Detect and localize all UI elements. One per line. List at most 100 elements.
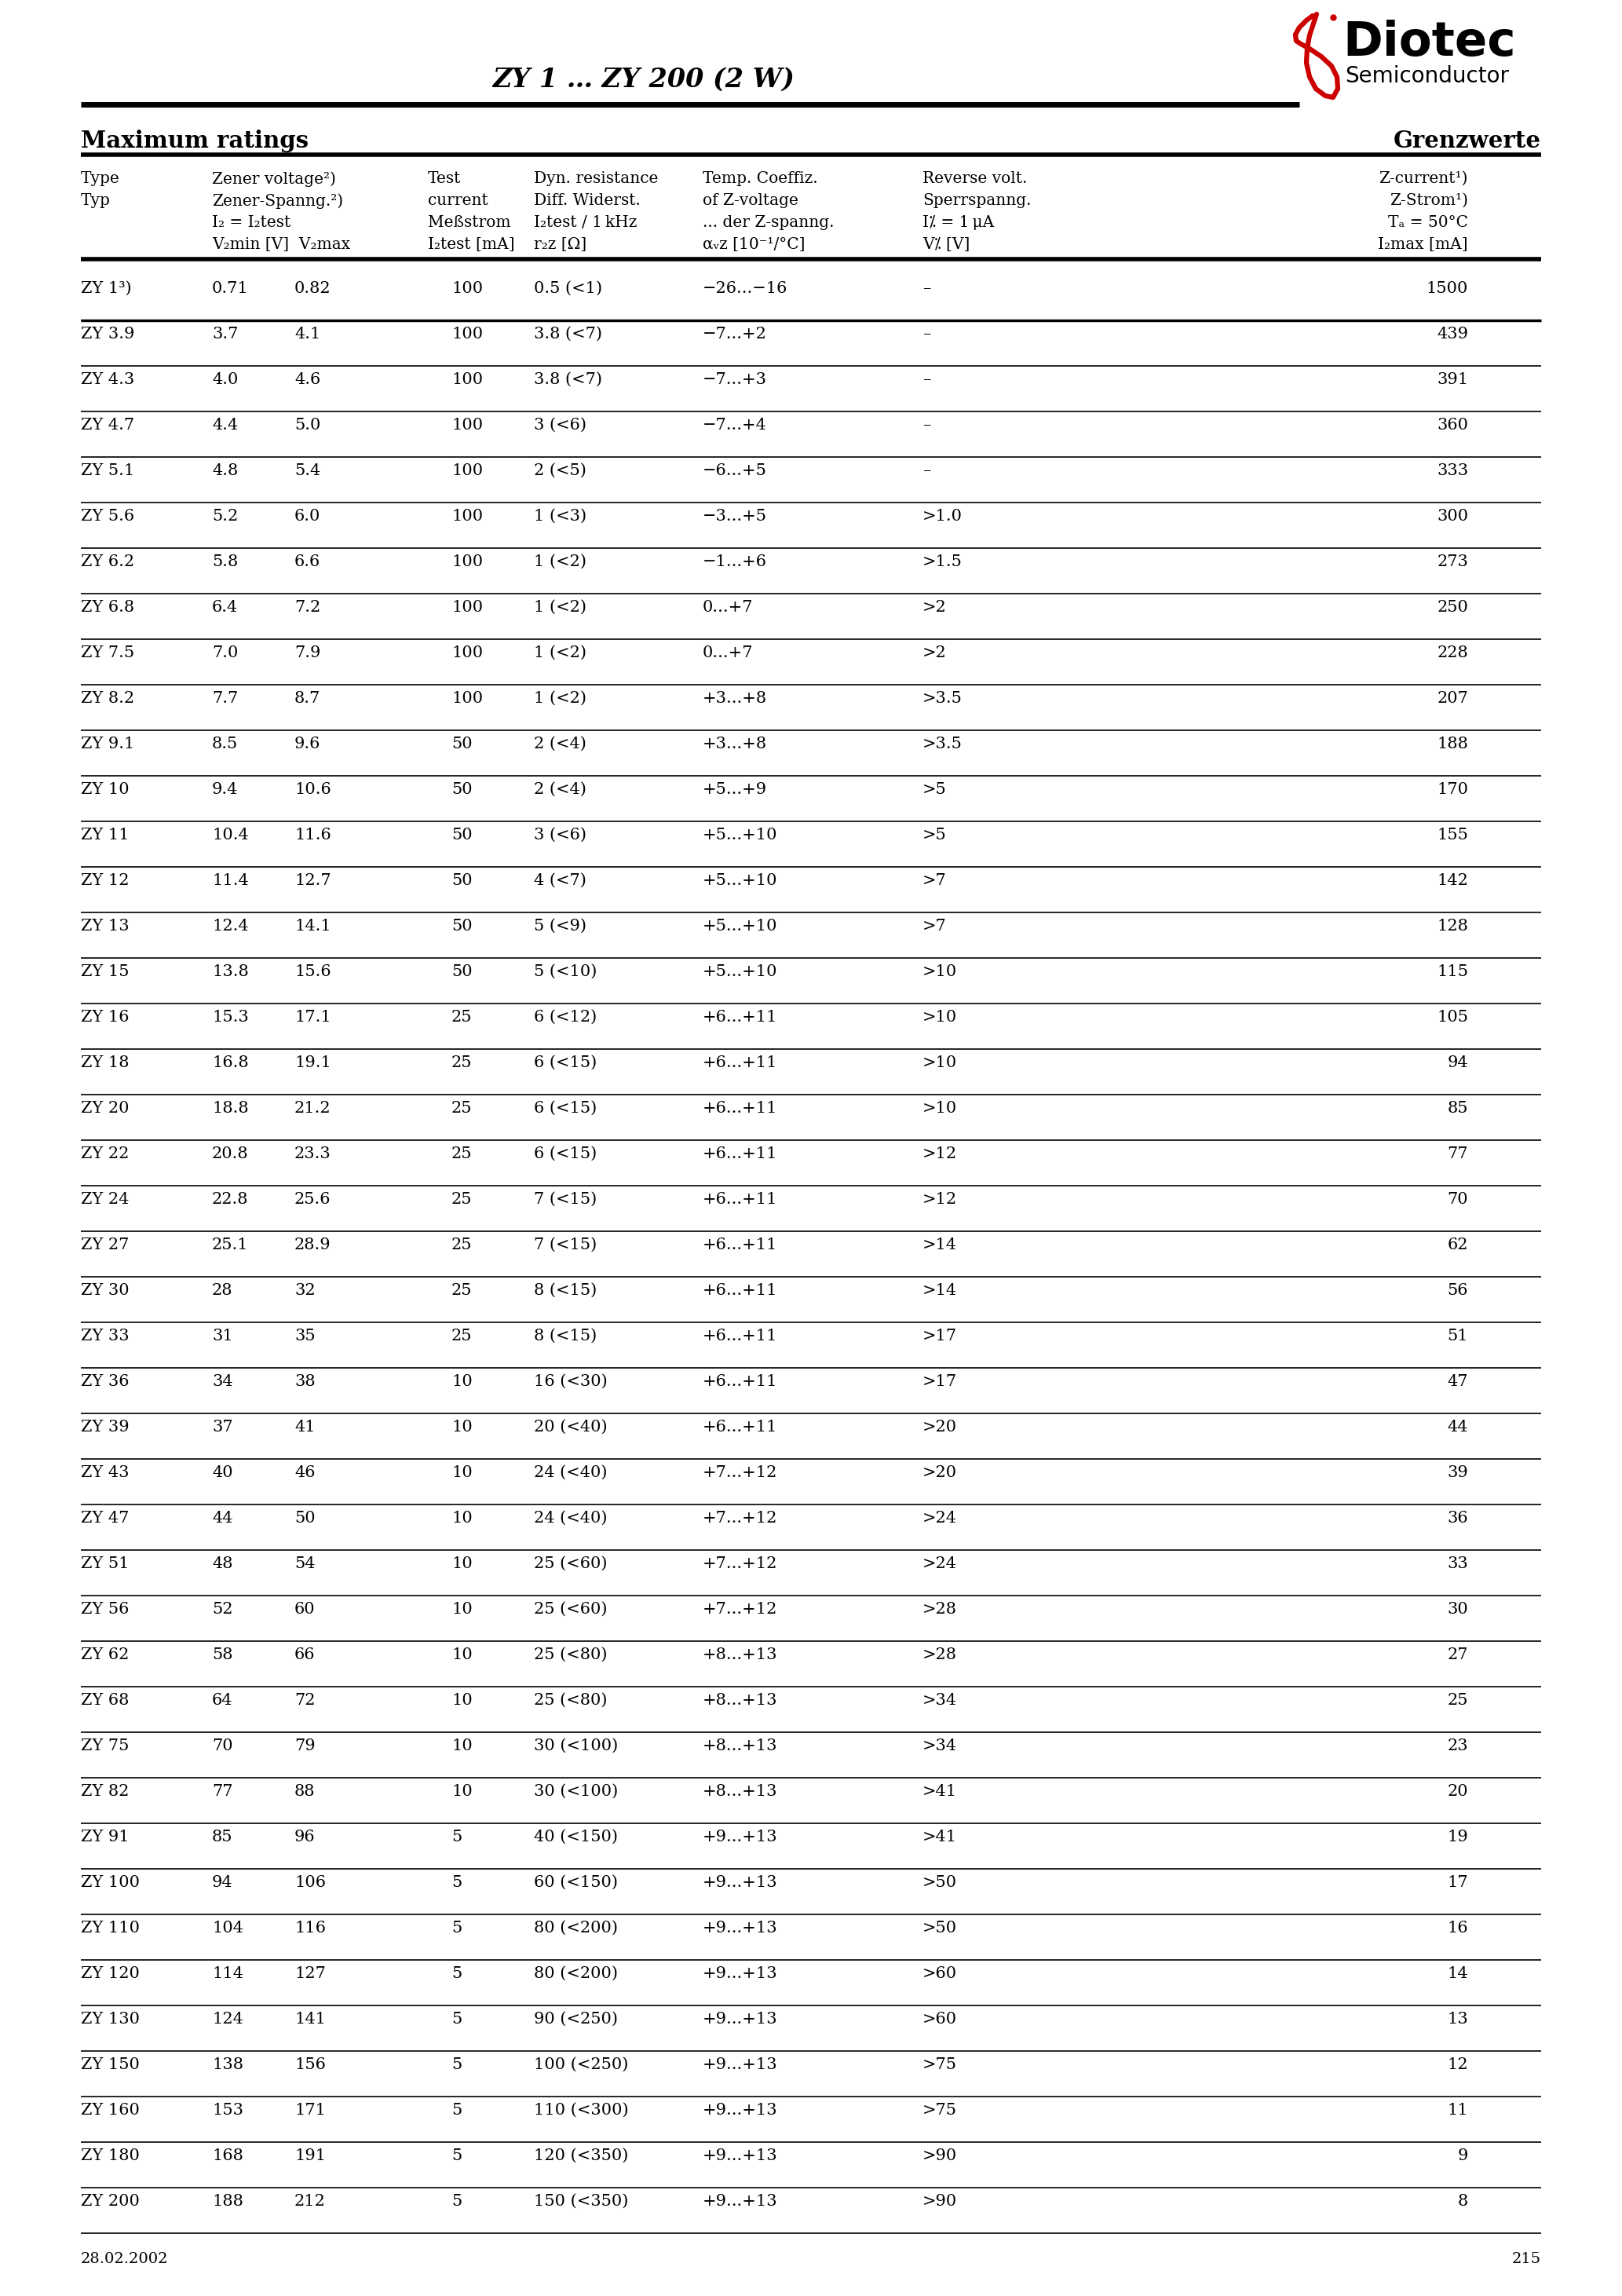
Text: 168: 168 — [212, 2149, 243, 2163]
Text: 25.6: 25.6 — [295, 1192, 331, 1208]
Text: 85: 85 — [1447, 1100, 1468, 1116]
Text: 360: 360 — [1437, 418, 1468, 432]
Text: I₂max [mA]: I₂max [mA] — [1379, 236, 1468, 253]
Text: −6...+5: −6...+5 — [702, 464, 767, 478]
Text: 24 (<40): 24 (<40) — [534, 1511, 607, 1527]
Text: 7.9: 7.9 — [295, 645, 321, 661]
Text: Type: Type — [81, 172, 120, 186]
Text: 12.7: 12.7 — [295, 872, 331, 889]
Text: 60: 60 — [295, 1603, 315, 1616]
Text: Zener-Spanng.²): Zener-Spanng.²) — [212, 193, 344, 209]
Text: 85: 85 — [212, 1830, 234, 1844]
Text: 5: 5 — [451, 2011, 462, 2027]
Text: Tₐ = 50°C: Tₐ = 50°C — [1388, 216, 1468, 230]
Text: 100: 100 — [451, 553, 483, 569]
Text: >14: >14 — [923, 1283, 957, 1297]
Text: 4.0: 4.0 — [212, 372, 238, 388]
Text: 100: 100 — [451, 372, 483, 388]
Text: 6.0: 6.0 — [295, 510, 321, 523]
Text: >41: >41 — [923, 1784, 957, 1800]
Text: 11.4: 11.4 — [212, 872, 248, 889]
Text: 4.1: 4.1 — [295, 326, 321, 342]
Text: ZY 56: ZY 56 — [81, 1603, 130, 1616]
Text: −7...+4: −7...+4 — [702, 418, 767, 432]
Text: 27: 27 — [1447, 1649, 1468, 1662]
Text: 5 (<10): 5 (<10) — [534, 964, 597, 978]
Text: 5.2: 5.2 — [212, 510, 238, 523]
Text: +6...+11: +6...+11 — [702, 1283, 777, 1297]
Text: +8...+13: +8...+13 — [702, 1692, 777, 1708]
Text: 17.1: 17.1 — [295, 1010, 331, 1024]
Text: 70: 70 — [212, 1738, 234, 1754]
Text: 12: 12 — [1447, 2057, 1468, 2073]
Text: ZY 12: ZY 12 — [81, 872, 130, 889]
Text: +3...+8: +3...+8 — [702, 737, 767, 751]
Text: 50: 50 — [451, 827, 472, 843]
Text: 5: 5 — [451, 1876, 462, 1890]
Text: ZY 18: ZY 18 — [81, 1056, 130, 1070]
Text: Temp. Coeffiz.: Temp. Coeffiz. — [702, 172, 817, 186]
Text: +6...+11: +6...+11 — [702, 1419, 777, 1435]
Text: >28: >28 — [923, 1603, 957, 1616]
Text: >7: >7 — [923, 918, 947, 934]
Text: 5: 5 — [451, 1965, 462, 1981]
Text: 127: 127 — [295, 1965, 326, 1981]
Text: 17: 17 — [1447, 1876, 1468, 1890]
Text: >28: >28 — [923, 1649, 957, 1662]
Text: 94: 94 — [1447, 1056, 1468, 1070]
Text: +6...+11: +6...+11 — [702, 1056, 777, 1070]
Text: 8.7: 8.7 — [295, 691, 321, 705]
Text: 28: 28 — [212, 1283, 234, 1297]
Text: ZY 160: ZY 160 — [81, 2103, 139, 2117]
Text: 54: 54 — [295, 1557, 315, 1570]
Text: 6 (<15): 6 (<15) — [534, 1146, 597, 1162]
Text: 5: 5 — [451, 2103, 462, 2117]
Text: 1 (<2): 1 (<2) — [534, 645, 587, 661]
Text: 150 (<350): 150 (<350) — [534, 2195, 628, 2209]
Text: 100: 100 — [451, 464, 483, 478]
Text: >75: >75 — [923, 2057, 957, 2073]
Text: +5...+9: +5...+9 — [702, 783, 767, 797]
Text: >12: >12 — [923, 1146, 957, 1162]
Text: 1500: 1500 — [1426, 280, 1468, 296]
Text: r₂z [Ω]: r₂z [Ω] — [534, 236, 587, 253]
Text: 40 (<150): 40 (<150) — [534, 1830, 618, 1844]
Text: ZY 24: ZY 24 — [81, 1192, 130, 1208]
Text: 77: 77 — [1447, 1146, 1468, 1162]
Text: +5...+10: +5...+10 — [702, 827, 777, 843]
Text: 20 (<40): 20 (<40) — [534, 1419, 607, 1435]
Text: ZY 36: ZY 36 — [81, 1373, 130, 1389]
Text: 5: 5 — [451, 2057, 462, 2073]
Text: >5: >5 — [923, 783, 947, 797]
Text: 0.82: 0.82 — [295, 280, 331, 296]
Text: 100: 100 — [451, 599, 483, 615]
Text: >24: >24 — [923, 1557, 957, 1570]
Text: +6...+11: +6...+11 — [702, 1192, 777, 1208]
Text: 14.1: 14.1 — [295, 918, 331, 934]
Text: ZY 6.8: ZY 6.8 — [81, 599, 135, 615]
Text: 104: 104 — [212, 1922, 243, 1936]
Text: 142: 142 — [1437, 872, 1468, 889]
Text: 228: 228 — [1437, 645, 1468, 661]
Text: +5...+10: +5...+10 — [702, 872, 777, 889]
Text: 52: 52 — [212, 1603, 234, 1616]
Text: >20: >20 — [923, 1465, 957, 1481]
Text: 8 (<15): 8 (<15) — [534, 1283, 597, 1297]
Text: 62: 62 — [1447, 1238, 1468, 1251]
Text: 25: 25 — [1447, 1692, 1468, 1708]
Text: +9...+13: +9...+13 — [702, 1830, 777, 1844]
Text: 8: 8 — [1458, 2195, 1468, 2209]
Text: +7...+12: +7...+12 — [702, 1511, 777, 1527]
Text: >50: >50 — [923, 1922, 957, 1936]
Text: 44: 44 — [212, 1511, 234, 1527]
Text: 114: 114 — [212, 1965, 243, 1981]
Text: +8...+13: +8...+13 — [702, 1649, 777, 1662]
Text: >2: >2 — [923, 599, 947, 615]
Text: >10: >10 — [923, 1056, 957, 1070]
Text: 46: 46 — [295, 1465, 315, 1481]
Text: 60 (<150): 60 (<150) — [534, 1876, 618, 1890]
Text: 6.6: 6.6 — [295, 553, 321, 569]
Text: 13.8: 13.8 — [212, 964, 248, 978]
Text: +7...+12: +7...+12 — [702, 1557, 777, 1570]
Text: +6...+11: +6...+11 — [702, 1373, 777, 1389]
